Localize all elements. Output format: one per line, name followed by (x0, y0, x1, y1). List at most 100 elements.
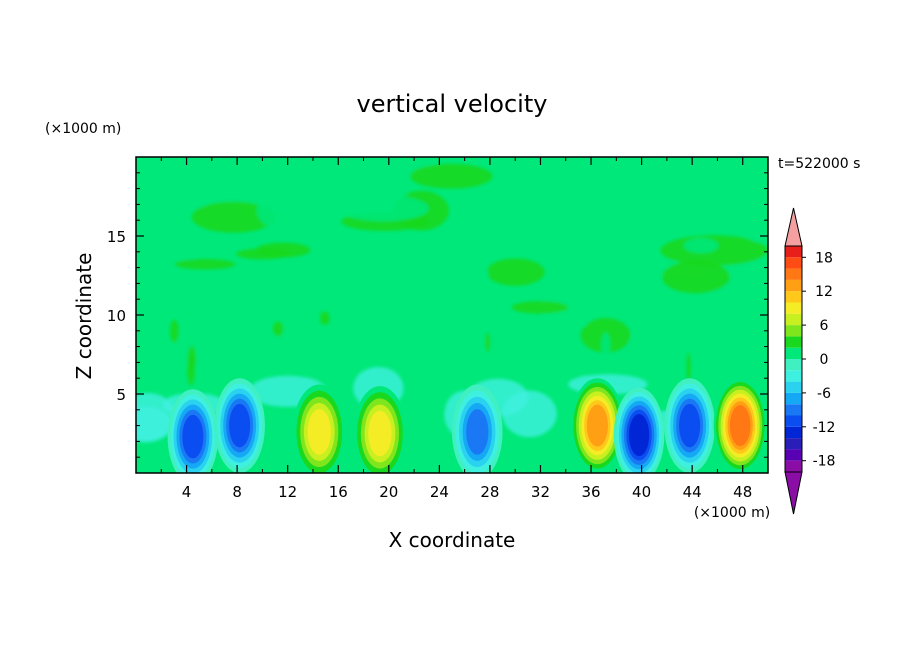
texture-streak (272, 321, 284, 337)
z-unit-label: (×1000 m) (45, 121, 121, 137)
colorbar: 18 12 6 0 -6 -12 -18 (784, 207, 836, 515)
colorbar-segment (785, 426, 802, 439)
x-tick-label: 8 (232, 483, 242, 501)
colorbar-segment (785, 347, 802, 359)
x-tick-label: 40 (632, 483, 651, 501)
texture-patch (410, 163, 493, 189)
texture-streak (729, 321, 738, 334)
texture-streak (424, 312, 430, 335)
texture-streak (187, 345, 196, 372)
x-tick-label: 12 (278, 483, 297, 501)
texture-streak (374, 305, 386, 337)
feature-contour (586, 404, 608, 447)
colorbar-segment (785, 279, 802, 292)
colorbar-segment (785, 460, 802, 472)
x-tick-label: 28 (480, 483, 499, 501)
texture-streak (390, 347, 403, 369)
texture-streak (627, 336, 639, 366)
x-unit-label: (×1000 m) (694, 505, 770, 521)
texture-streak (601, 332, 611, 358)
velocity-feature-3 (292, 384, 346, 473)
texture-patch (699, 157, 768, 189)
colorbar-tick-label: 18 (815, 250, 833, 266)
x-axis-ticks: 4 8 12 16 20 24 28 32 36 40 44 48 (160, 157, 752, 501)
texture-streak (167, 350, 177, 374)
velocity-feature-4 (353, 386, 407, 473)
feature-contour (182, 414, 204, 459)
texture-patch (174, 259, 236, 270)
texture-patch (201, 355, 279, 369)
texture-patch (427, 238, 465, 257)
x-tick-label: 16 (329, 483, 348, 501)
x-tick-label: 20 (379, 483, 398, 501)
texture-patch (191, 201, 276, 233)
texture-patch (431, 347, 491, 364)
feature-contour (679, 403, 701, 448)
z-tick-label: 15 (107, 228, 126, 246)
texture-patch (486, 258, 545, 286)
texture-streak (694, 348, 701, 365)
texture-patch (334, 297, 387, 333)
texture-streak (351, 341, 366, 372)
texture-streak (713, 339, 727, 361)
colorbar-tick-label: -12 (813, 420, 836, 436)
texture-streak (309, 342, 316, 371)
feature-contour (466, 409, 489, 455)
texture-streak (728, 366, 736, 379)
texture-patch (364, 181, 408, 203)
texture-streak (667, 314, 678, 347)
texture-streak (215, 315, 226, 350)
texture-patch (683, 238, 719, 254)
texture-streak (150, 335, 159, 359)
x-tick-label: 4 (182, 483, 192, 501)
texture-streak (326, 351, 336, 375)
velocity-feature-9 (713, 378, 767, 473)
chart-title: vertical velocity (357, 90, 548, 118)
z-axis-label: Z coordinate (72, 253, 96, 380)
z-axis-ticks: 5 10 15 (107, 172, 768, 458)
colorbar-segment (785, 370, 802, 382)
texture-downdraft (136, 406, 172, 443)
texture-streak (319, 311, 330, 325)
texture-patch (136, 276, 178, 301)
feature-contour (368, 410, 392, 457)
texture-downdraft (502, 390, 557, 438)
colorbar-segment (785, 336, 802, 348)
colorbar-segment (785, 392, 802, 405)
texture-streak (686, 352, 691, 383)
colorbar-segment (785, 257, 802, 269)
texture-streak (473, 367, 482, 382)
texture-streak (485, 332, 491, 353)
velocity-feature-8 (664, 378, 715, 473)
texture-patch (741, 211, 768, 243)
colorbar-segment (785, 302, 802, 314)
feature-contour (729, 405, 751, 447)
texture-streak (502, 330, 512, 343)
texture-streak (170, 319, 179, 343)
feature-contour (628, 414, 650, 457)
colorbar-segment (785, 291, 802, 303)
x-tick-label: 32 (531, 483, 550, 501)
texture-patch (596, 219, 636, 237)
z-tick-label: 10 (107, 307, 126, 325)
x-axis-label: X coordinate (389, 528, 516, 552)
x-tick-label: 48 (733, 483, 752, 501)
colorbar-over-arrow (784, 207, 803, 247)
texture-streak (695, 321, 703, 350)
colorbar-segment (785, 381, 802, 393)
colorbar-segment (785, 449, 802, 461)
colorbar-segment (785, 246, 802, 258)
texture-streak (291, 316, 299, 342)
velocity-feature-2 (214, 378, 265, 473)
x-tick-label: 44 (683, 483, 702, 501)
velocity-feature-5 (452, 384, 503, 473)
texture-patch (338, 195, 429, 222)
colorbar-tick-label: 12 (815, 284, 833, 300)
x-tick-label: 36 (581, 483, 600, 501)
feature-contour (307, 409, 331, 455)
colorbar-segment (785, 359, 802, 371)
colorbar-segment (785, 268, 802, 280)
colorbar-under-arrow (784, 471, 803, 515)
texture-streak (739, 319, 754, 336)
